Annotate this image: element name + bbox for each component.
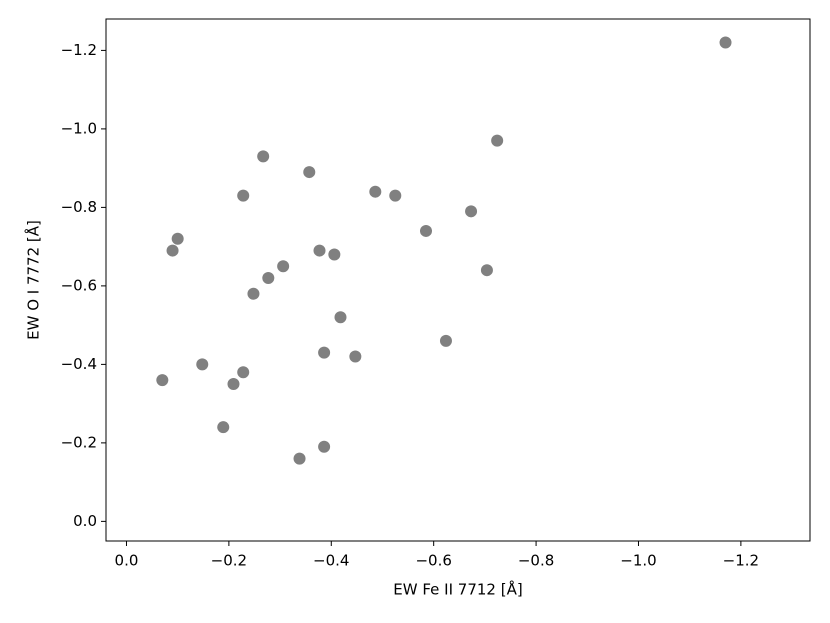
point	[217, 421, 230, 434]
point	[196, 358, 209, 371]
point	[369, 185, 382, 198]
x-axis-label: EW Fe II 7712 [Å]	[393, 580, 522, 599]
y-tick-label: −0.4	[61, 355, 97, 373]
point	[480, 264, 493, 277]
point	[227, 378, 240, 391]
plot-frame	[105, 18, 811, 542]
x-tick-label: −0.4	[313, 552, 349, 570]
point	[318, 346, 331, 359]
y-tick-label: −1.0	[61, 119, 97, 137]
point	[277, 260, 290, 273]
point	[262, 272, 275, 285]
point	[257, 150, 270, 163]
y-tick-label: −1.2	[61, 41, 97, 59]
x-tick-label: −1.2	[723, 552, 759, 570]
point	[237, 366, 250, 379]
point	[313, 244, 326, 257]
x-tick-label: −0.8	[518, 552, 554, 570]
y-tick-label: −0.8	[61, 198, 97, 216]
point	[420, 224, 432, 237]
y-tick-label: −0.2	[61, 433, 97, 451]
point	[318, 440, 331, 453]
point	[465, 205, 478, 218]
y-tick-label: −0.6	[61, 276, 97, 294]
point	[389, 189, 402, 202]
point	[156, 374, 169, 387]
x-tick-label: −0.6	[415, 552, 451, 570]
point	[334, 311, 347, 324]
point	[491, 134, 504, 147]
point	[247, 287, 260, 300]
point	[303, 166, 316, 179]
point	[166, 244, 179, 257]
x-tick-label: 0.0	[115, 552, 139, 570]
y-axis-label: EW O I 7772 [Å]	[24, 220, 43, 340]
point	[328, 248, 341, 261]
x-tick-label: −1.0	[620, 552, 656, 570]
x-tick-label: −0.2	[211, 552, 247, 570]
point	[293, 452, 306, 465]
point	[349, 350, 362, 363]
y-tick-label: 0.0	[73, 512, 97, 530]
point	[719, 36, 732, 49]
point	[237, 189, 250, 202]
point	[439, 334, 452, 347]
point	[171, 232, 184, 245]
